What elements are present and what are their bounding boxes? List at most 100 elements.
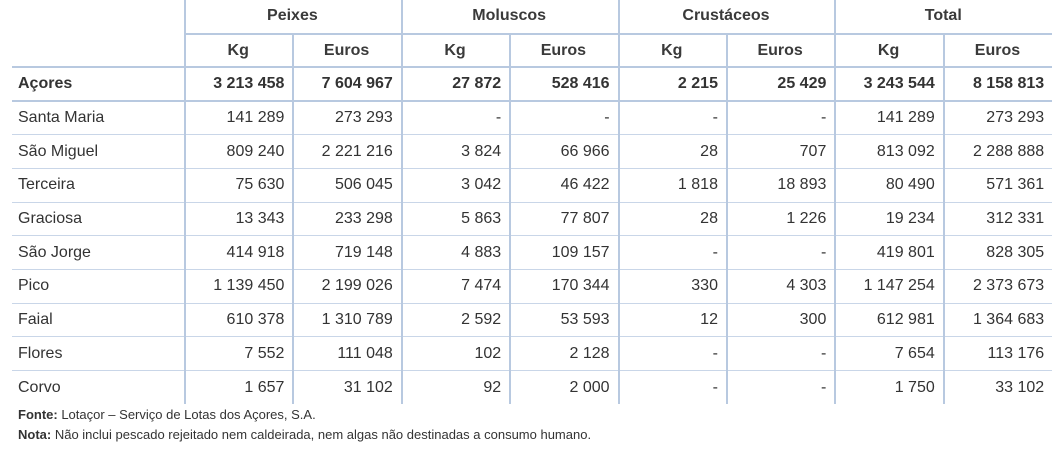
table-cell: 273 293 xyxy=(292,101,402,136)
table-cell: - xyxy=(400,101,511,136)
table-cell: 3 042 xyxy=(400,168,511,203)
table-cell: 828 305 xyxy=(942,235,1053,270)
table-cell: 1 139 450 xyxy=(183,269,294,304)
table-cell: - xyxy=(617,235,727,270)
table-cell: 92 xyxy=(400,370,511,405)
table-cell: 28 xyxy=(617,202,727,237)
table-cell: 19 234 xyxy=(834,202,944,237)
table-cell: 4 303 xyxy=(725,269,836,304)
row-label: Graciosa xyxy=(12,202,185,237)
table-cell: 12 xyxy=(617,303,727,338)
table-cell: 7 654 xyxy=(834,336,944,372)
table-cell: 13 343 xyxy=(183,202,294,237)
table-cell: 707 xyxy=(725,134,836,169)
table-cell: 3 824 xyxy=(400,134,511,169)
table-cell: 141 289 xyxy=(834,101,944,136)
island-rows: Santa Maria 141 289 273 293- - - -141 289 273 … xyxy=(12,101,1053,405)
table-cell: 4 883 xyxy=(400,235,511,270)
row-label: Pico xyxy=(12,269,185,304)
table-cell: 1 310 789 xyxy=(292,303,402,338)
table-row-total: Açores 3 213 458 7 604 967 27 872 528 41… xyxy=(12,67,1053,103)
table-row: Graciosa 13 343 233 298 5 863 77 807 28 1 226 1… xyxy=(12,202,1053,237)
table-cell: - xyxy=(725,235,836,270)
unit-header-row: Kg Euros Kg Euros Kg Euros Kg Euros xyxy=(12,33,1053,69)
table-cell: 300 xyxy=(725,303,836,338)
row-label: Santa Maria xyxy=(12,101,185,136)
table-cell: 2 373 673 xyxy=(942,269,1053,304)
table-cell: - xyxy=(725,336,836,372)
table-cell: 75 630 xyxy=(183,168,294,203)
table-cell: 28 xyxy=(617,134,727,169)
table-cell: 571 361 xyxy=(942,168,1053,203)
table-cell: 2 215 xyxy=(617,67,727,103)
unit-header: Kg xyxy=(617,33,727,69)
table-cell: 53 593 xyxy=(509,303,619,338)
table-row: Pico 1 139 450 2 199 026 7 474 170 344 330 4 3… xyxy=(12,269,1053,304)
table-cell: - xyxy=(725,101,836,136)
table-cell: 528 416 xyxy=(509,67,619,103)
row-label: São Jorge xyxy=(12,235,185,270)
table-cell: 27 872 xyxy=(400,67,511,103)
table-notes: Fonte: Lotaçor – Serviço de Lotas dos Aç… xyxy=(18,405,591,445)
table-cell: 813 092 xyxy=(834,134,944,169)
table-cell: 1 364 683 xyxy=(942,303,1053,338)
table-cell: 1 818 xyxy=(617,168,727,203)
source-text: Lotaçor – Serviço de Lotas dos Açores, S… xyxy=(57,407,316,422)
corner-cell xyxy=(12,0,185,34)
table-cell: - xyxy=(617,370,727,405)
table-row: Terceira 75 630 506 045 3 042 46 422 1 818 18 … xyxy=(12,168,1053,203)
table-cell: 7 474 xyxy=(400,269,511,304)
corner-cell-units xyxy=(12,33,185,69)
table-cell: 18 893 xyxy=(725,168,836,203)
table-row: São Jorge 414 918 719 148 4 883 109 157- -419… xyxy=(12,235,1053,270)
table-cell: 2 128 xyxy=(509,336,619,372)
unit-header: Kg xyxy=(400,33,511,69)
table-cell: 3 243 544 xyxy=(834,67,944,103)
table-cell: 414 918 xyxy=(183,235,294,270)
table-cell: 312 331 xyxy=(942,202,1053,237)
table-cell: 77 807 xyxy=(509,202,619,237)
table-cell: 31 102 xyxy=(292,370,402,405)
row-label: Flores xyxy=(12,336,185,372)
unit-header: Kg xyxy=(834,33,944,69)
table-cell: 5 863 xyxy=(400,202,511,237)
table-cell: 273 293 xyxy=(942,101,1053,136)
remark-note: Nota: Não inclui pescado rejeitado nem c… xyxy=(18,425,591,445)
table-row: Santa Maria 141 289 273 293- - - -141 289 273 … xyxy=(12,101,1053,136)
group-header-total: Total xyxy=(834,0,1053,35)
table-cell: 111 048 xyxy=(292,336,402,372)
row-label: Açores xyxy=(12,67,185,103)
table-cell: 113 176 xyxy=(942,336,1053,372)
table-cell: 1 147 254 xyxy=(834,269,944,304)
table-cell: 1 750 xyxy=(834,370,944,405)
unit-header: Euros xyxy=(942,33,1053,69)
row-label: Terceira xyxy=(12,168,185,203)
table-cell: 25 429 xyxy=(725,67,836,103)
group-header-crustaceos: Crustáceos xyxy=(617,0,836,35)
row-label: Faial xyxy=(12,303,185,338)
table-cell: 66 966 xyxy=(509,134,619,169)
table-cell: 170 344 xyxy=(509,269,619,304)
group-header-moluscos: Moluscos xyxy=(400,0,619,35)
table-cell: 33 102 xyxy=(942,370,1053,405)
table-cell: 2 592 xyxy=(400,303,511,338)
table-cell: 7 604 967 xyxy=(292,67,402,103)
table-cell: 3 213 458 xyxy=(183,67,294,103)
table-cell: 1 226 xyxy=(725,202,836,237)
table-cell: 719 148 xyxy=(292,235,402,270)
table-cell: 612 981 xyxy=(834,303,944,338)
table-cell: 109 157 xyxy=(509,235,619,270)
table-cell: - xyxy=(509,101,619,136)
row-label: São Miguel xyxy=(12,134,185,169)
table-row: São Miguel 809 240 2 221 216 3 824 66 966 28 7… xyxy=(12,134,1053,169)
unit-header: Euros xyxy=(509,33,619,69)
table-row: Flores 7 552 111 048 102 2 128- -7 654 113 176 xyxy=(12,336,1053,372)
table-cell: 8 158 813 xyxy=(942,67,1053,103)
fish-landings-table: Peixes Moluscos Crustáceos Total Kg Euro… xyxy=(12,0,1053,405)
table-cell: 419 801 xyxy=(834,235,944,270)
table-cell: 80 490 xyxy=(834,168,944,203)
table-cell: 330 xyxy=(617,269,727,304)
table-row: Faial 610 378 1 310 789 2 592 53 593 12 300 612… xyxy=(12,303,1053,338)
table-cell: 233 298 xyxy=(292,202,402,237)
